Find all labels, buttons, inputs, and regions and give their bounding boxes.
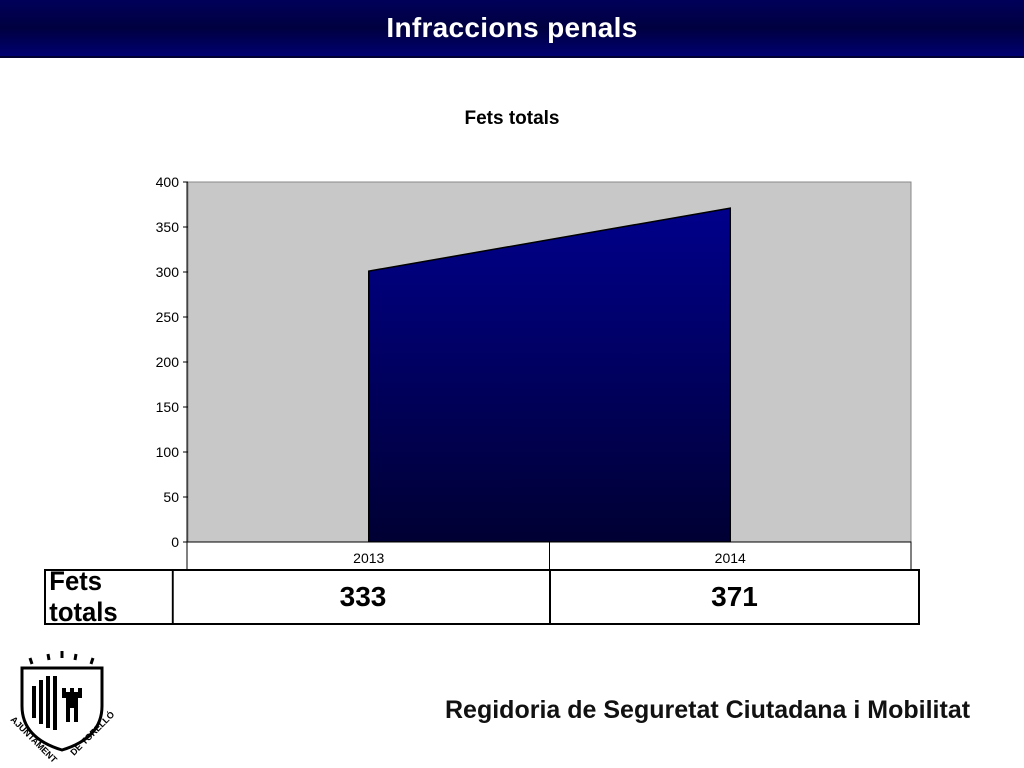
y-tick-label: 250 [156,309,180,325]
logo-text-left: AJUNTAMENT [9,714,60,764]
y-tick-label: 100 [156,444,180,460]
y-tick-label: 300 [156,264,180,280]
municipal-logo: AJUNTAMENT DE TORELLÓ [9,651,116,764]
footer-text: Regidoria de Seguretat Ciutadana i Mobil… [445,696,971,724]
shield-icon [20,666,104,752]
data-table: Fets totals 333 371 [44,566,920,627]
crown-marks-icon [28,651,95,665]
y-tick-label: 150 [156,399,180,415]
y-tick-label: 350 [156,219,180,235]
y-tick-label: 200 [156,354,180,370]
y-tick-label: 0 [171,534,179,550]
table-value-2014: 371 [711,581,758,612]
chart-title: Fets totals [464,108,559,129]
y-tick-label: 400 [156,174,180,190]
x-tick-label: 2013 [353,550,384,566]
table-row-label: Fets totals [49,566,174,627]
table-value-2013: 333 [177,571,551,623]
y-tick-label: 50 [163,489,179,505]
header-bar: Infraccions penals [0,0,1024,58]
page-title: Infraccions penals [386,12,638,43]
x-tick-label: 2014 [715,550,746,566]
